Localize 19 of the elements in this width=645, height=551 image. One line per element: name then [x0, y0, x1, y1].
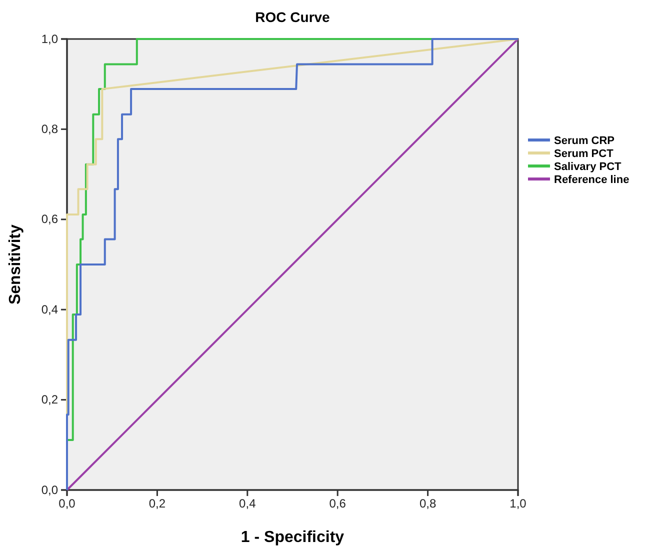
chart-title: ROC Curve — [255, 9, 330, 25]
legend-label: Serum PCT — [554, 148, 614, 160]
y-tick-label: 0,4 — [41, 302, 58, 316]
x-axis-title: 1 - Specificity — [240, 529, 344, 546]
y-tick-label: 0,8 — [41, 122, 58, 136]
x-tick-label: 0,2 — [148, 496, 166, 511]
x-tick-label: 0,0 — [58, 496, 76, 511]
x-tick-label: 0,6 — [329, 496, 346, 511]
y-tick-label: 0,0 — [41, 482, 58, 497]
legend-label: Salivary PCT — [554, 161, 622, 173]
legend-label: Reference line — [554, 174, 630, 186]
x-tick-label: 0,8 — [419, 496, 436, 511]
y-tick-label: 0,6 — [41, 212, 58, 226]
x-tick-label: 0,4 — [239, 496, 256, 511]
y-axis-title: Sensitivity — [7, 224, 24, 305]
legend-label: Serum CRP — [554, 135, 615, 147]
x-tick-label: 1,0 — [510, 496, 527, 511]
y-tick-label: 0,2 — [41, 392, 58, 407]
y-tick-label: 1,0 — [41, 32, 58, 46]
